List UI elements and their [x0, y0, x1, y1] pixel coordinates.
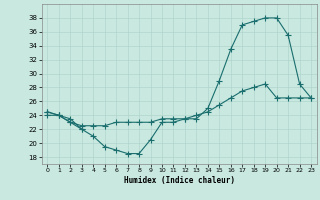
X-axis label: Humidex (Indice chaleur): Humidex (Indice chaleur)	[124, 176, 235, 185]
